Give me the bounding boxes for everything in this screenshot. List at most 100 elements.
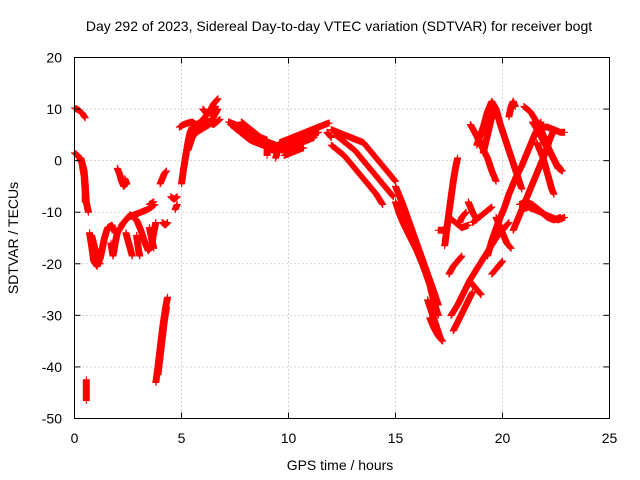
track-markers [156, 167, 170, 188]
x-tick-label: 20 [495, 430, 511, 446]
track-markers [332, 131, 397, 201]
data-track [484, 118, 545, 260]
data-track [518, 203, 564, 224]
x-tick-label: 25 [602, 430, 618, 446]
track-markers [518, 203, 564, 224]
data-track [276, 119, 333, 147]
track-markers [466, 278, 485, 299]
x-tick-label: 15 [388, 430, 404, 446]
x-axis-label: GPS time / hours [287, 457, 394, 473]
data-track [529, 118, 566, 175]
track-markers [82, 376, 90, 404]
track-markers [479, 103, 498, 157]
data-track [492, 213, 515, 252]
track-markers [327, 126, 399, 185]
track-markers [225, 118, 322, 154]
track-markers [280, 144, 307, 159]
track-markers [263, 144, 271, 159]
data-track [133, 231, 144, 260]
track-markers [145, 198, 158, 208]
data-track [402, 216, 436, 291]
track-markers [118, 201, 159, 229]
track-markers [237, 118, 271, 144]
data-track [280, 144, 307, 159]
y-tick-label: -10 [42, 204, 62, 220]
data-track [445, 252, 466, 278]
data-track [537, 123, 569, 136]
plot-frame [74, 57, 610, 419]
data-track [77, 154, 92, 216]
track-markers [529, 118, 566, 175]
data-track [426, 314, 447, 345]
data-points [71, 95, 569, 404]
track-markers [77, 154, 92, 216]
data-track [154, 304, 170, 379]
data-track [441, 154, 462, 250]
y-tick-label: -30 [42, 307, 62, 323]
data-track [323, 128, 335, 141]
track-markers [122, 229, 136, 260]
x-tick-label: 5 [178, 430, 186, 446]
data-track [533, 139, 558, 198]
data-track [158, 219, 172, 229]
track-markers [121, 175, 131, 188]
data-track [199, 103, 220, 118]
track-markers [190, 115, 224, 134]
data-track [505, 97, 519, 121]
data-track [327, 126, 399, 185]
data-track [167, 193, 181, 203]
data-track [190, 115, 224, 134]
data-track [71, 104, 89, 122]
x-tick-label: 10 [281, 430, 297, 446]
data-track [225, 118, 322, 154]
data-track [449, 288, 476, 335]
data-track [327, 141, 387, 208]
track-markers [276, 119, 333, 147]
track-markers [441, 154, 462, 250]
y-tick-label: -50 [42, 411, 62, 427]
track-markers [464, 198, 481, 224]
x-tick-label: 0 [71, 430, 79, 446]
data-track [88, 231, 104, 268]
y-axis-label: SDTVAR / TECUs [5, 182, 21, 294]
data-track [118, 201, 159, 229]
data-track [121, 175, 131, 188]
data-track [479, 103, 498, 157]
track-markers [449, 288, 476, 335]
data-track [488, 257, 506, 278]
track-markers [71, 104, 89, 122]
y-tick-label: 20 [46, 50, 62, 66]
track-markers [505, 97, 519, 121]
data-track [464, 198, 481, 224]
track-markers [327, 141, 387, 208]
track-markers [171, 201, 181, 214]
data-track [171, 201, 181, 214]
data-track [237, 118, 271, 144]
data-track [263, 144, 271, 159]
track-markers [456, 208, 470, 226]
track-markers [537, 123, 569, 136]
track-markers [533, 139, 558, 198]
axis-ticks: 0 5 10 15 20 25 -50 -40 -30 -20 -10 0 10 20 [42, 50, 618, 447]
data-track [107, 229, 121, 260]
data-track [145, 198, 158, 208]
data-track [145, 224, 158, 252]
y-tick-label: -20 [42, 256, 62, 272]
track-markers [145, 224, 158, 252]
track-markers [107, 229, 121, 260]
track-markers [154, 304, 170, 379]
data-track [456, 208, 470, 226]
data-track [82, 376, 90, 404]
track-markers [402, 216, 436, 291]
track-markers [113, 164, 130, 190]
track-markers [445, 252, 466, 278]
track-markers [426, 314, 447, 345]
data-track [122, 229, 136, 260]
track-markers [133, 231, 144, 260]
track-markers [323, 128, 335, 141]
chart-title: Day 292 of 2023, Sidereal Day-to-day VTE… [86, 18, 592, 34]
data-track [332, 131, 397, 201]
y-tick-label: -40 [42, 359, 62, 375]
data-track [113, 164, 130, 190]
